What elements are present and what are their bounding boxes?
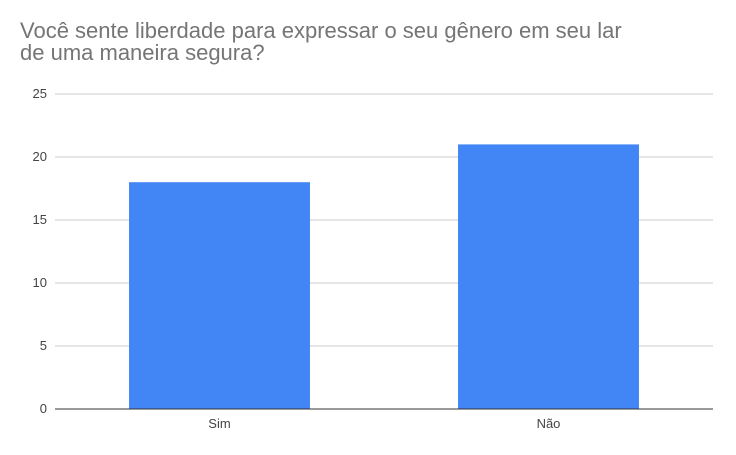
chart-title-line-2: de uma maneira segura?: [20, 40, 265, 65]
y-tick-label: 20: [33, 149, 47, 164]
chart-title: Você sente liberdade para expressar o se…: [20, 20, 720, 64]
bars: [129, 144, 639, 409]
x-axis-tick-labels: Sim Não: [208, 416, 560, 431]
y-tick-label: 10: [33, 275, 47, 290]
y-tick-label: 15: [33, 212, 47, 227]
x-tick-label: Não: [537, 416, 561, 431]
x-tick-label: Sim: [208, 416, 230, 431]
y-tick-label: 5: [40, 338, 47, 353]
y-axis-tick-labels: 0 5 10 15 20 25: [33, 86, 47, 416]
bar-sim: [129, 182, 310, 409]
chart-title-line-1: Você sente liberdade para expressar o se…: [20, 18, 622, 43]
y-tick-label: 25: [33, 86, 47, 101]
bar-não: [458, 144, 639, 409]
y-tick-label: 0: [40, 401, 47, 416]
